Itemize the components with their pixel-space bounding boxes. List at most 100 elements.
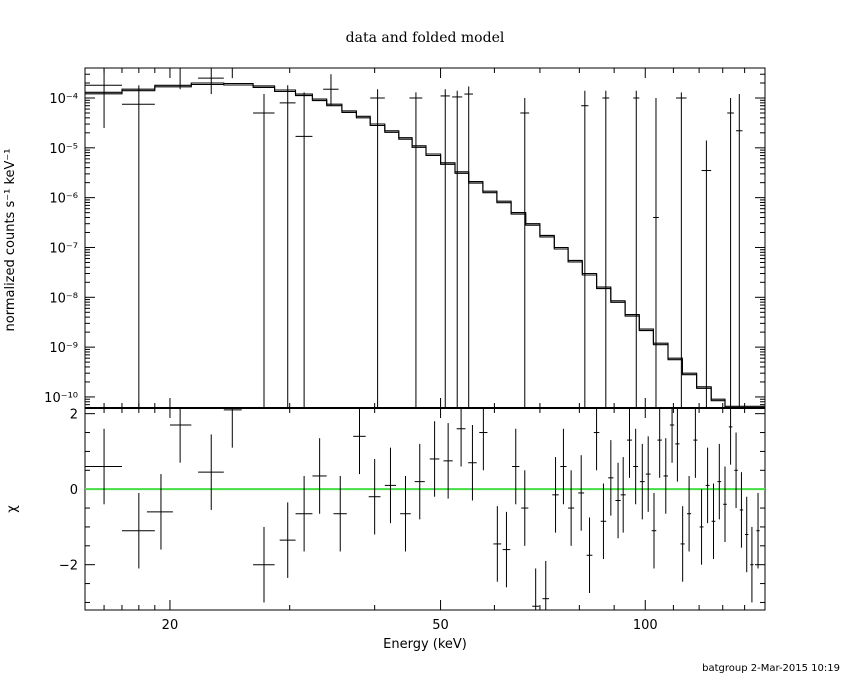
data-point	[633, 90, 640, 408]
residual-point	[568, 470, 575, 546]
residual-point	[745, 496, 749, 573]
residual-point	[384, 447, 397, 524]
x-axis-label: Energy (keV)	[383, 637, 467, 652]
residual-point	[586, 517, 593, 594]
data-point	[727, 97, 734, 408]
model-step-path	[85, 82, 765, 407]
data-point	[121, 85, 155, 408]
y-tick-label: 10⁻⁶	[49, 192, 78, 207]
residual-point	[312, 438, 327, 514]
residual-point	[223, 408, 242, 448]
residual-point	[578, 455, 585, 531]
residual-point	[723, 466, 727, 543]
data-point	[169, 67, 192, 90]
residual-point	[675, 408, 680, 482]
residual-point	[705, 447, 710, 524]
data-point	[370, 89, 385, 408]
data-point	[602, 90, 610, 408]
data-point	[581, 90, 589, 408]
residual-point	[728, 408, 733, 465]
residual-point	[657, 408, 662, 478]
residual-point	[734, 432, 738, 509]
y-tick-label: 10⁻⁵	[49, 142, 78, 157]
data-point	[409, 92, 423, 408]
x-tick-label: 100	[633, 618, 658, 633]
residual-point	[414, 443, 425, 520]
residual-point	[750, 526, 754, 603]
residual-point	[368, 458, 381, 535]
folded-model-line	[85, 82, 765, 409]
residual-point	[521, 470, 529, 546]
chart-title: data and folded model	[346, 30, 505, 46]
data-point	[85, 68, 122, 128]
footer-timestamp: batgroup 2-Mar-2015 10:19	[702, 663, 840, 674]
residual-point	[600, 483, 607, 560]
residual-point	[739, 472, 744, 548]
y-tick-label: 0	[70, 483, 78, 498]
residual-point	[620, 457, 626, 533]
residual-point	[669, 408, 675, 463]
y-tick-label: 10⁻¹⁰	[44, 391, 78, 406]
residual-point	[512, 428, 520, 505]
residual-point	[295, 475, 313, 552]
residual-point	[121, 492, 155, 569]
data-point	[520, 97, 530, 408]
residual-point	[756, 492, 760, 569]
residual-point	[502, 511, 511, 588]
data-point	[440, 89, 450, 408]
residual-panel-frame	[84, 407, 766, 611]
axis-ticks: 20 50 100 10⁻¹⁰ 10⁻⁹ 10⁻⁸ 10⁻⁷ 10⁻⁶ 10⁻⁵ 10⁻⁴ −2 0 2	[44, 67, 766, 633]
model-step-path-shadow	[85, 83, 765, 409]
residual-point	[615, 462, 621, 539]
data-point	[253, 94, 275, 408]
residual-point	[711, 483, 716, 560]
y-tick-label: −2	[59, 559, 78, 574]
x-tick-label: 20	[162, 618, 179, 633]
residual-point	[608, 440, 614, 516]
data-point	[653, 97, 659, 408]
residual-point	[680, 506, 685, 582]
residual-data-points	[85, 408, 765, 610]
residual-point	[479, 408, 488, 471]
residual-point	[626, 408, 632, 478]
residual-point	[663, 438, 668, 514]
residual-point	[456, 408, 466, 467]
data-point	[701, 140, 712, 408]
y-tick-label: 10⁻⁴	[49, 92, 78, 107]
data-point	[452, 90, 463, 408]
residual-point	[279, 502, 296, 578]
residual-point	[443, 423, 453, 499]
residual-point	[198, 434, 224, 510]
y-tick-label: 2	[70, 408, 78, 423]
spectrum-y-axis-label: normalized counts s⁻¹ keV⁻¹	[3, 149, 18, 332]
residual-point	[532, 568, 540, 610]
residual-point	[645, 436, 651, 512]
residual-point	[593, 408, 600, 471]
residual-y-axis-label: χ	[5, 505, 20, 513]
y-tick-label: 10⁻⁷	[49, 241, 78, 256]
residual-point	[253, 526, 275, 603]
residual-point	[639, 443, 645, 520]
residual-point	[651, 492, 657, 569]
data-point	[676, 92, 687, 408]
residual-point	[560, 428, 567, 505]
residual-point	[353, 408, 366, 475]
residual-point	[400, 475, 411, 552]
y-tick-label: 10⁻⁹	[49, 341, 78, 356]
residual-point	[687, 475, 692, 552]
y-tick-label: 10⁻⁸	[49, 291, 78, 306]
data-point	[223, 67, 242, 79]
residual-point	[633, 428, 639, 505]
residual-point	[542, 560, 550, 610]
residual-point	[717, 443, 722, 520]
residual-point	[146, 474, 173, 550]
spectrum-data-points	[85, 67, 743, 408]
data-point	[464, 86, 473, 408]
residual-point	[169, 408, 192, 463]
spectrum-panel-frame	[84, 67, 766, 409]
residual-point	[333, 475, 347, 552]
residual-point	[693, 408, 698, 478]
residual-point	[85, 428, 122, 505]
x-tick-label: 50	[432, 618, 449, 633]
